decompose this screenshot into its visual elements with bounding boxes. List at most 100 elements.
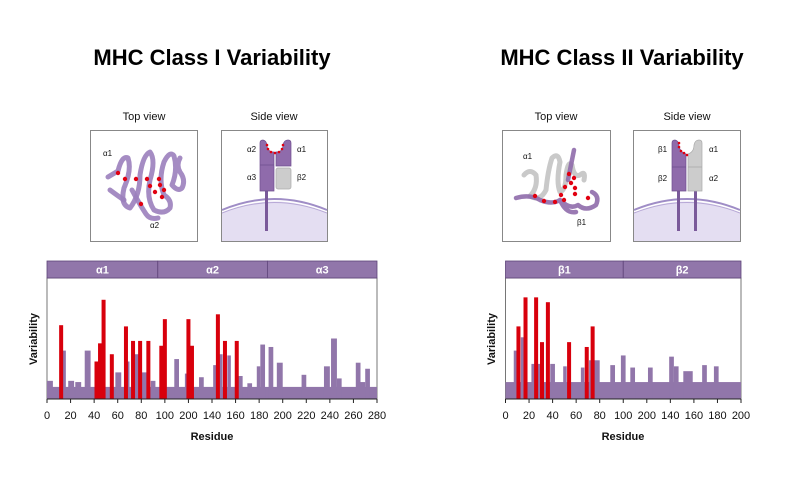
x-tick-label: 200 bbox=[274, 410, 292, 422]
domain-label: β2 bbox=[676, 265, 689, 277]
domain-band-segment bbox=[266, 260, 378, 279]
panel-title-class-ii: MHC Class II Variability bbox=[500, 45, 744, 70]
annotation-beta2: β2 bbox=[297, 173, 307, 182]
cell-membrane-icon bbox=[634, 201, 740, 241]
x-tick-label: 180 bbox=[708, 410, 726, 422]
variability-bar bbox=[47, 380, 53, 399]
variability-bar bbox=[227, 355, 231, 399]
variability-bar bbox=[84, 350, 91, 399]
variability-bar bbox=[276, 362, 283, 399]
annotation-alpha1: α1 bbox=[523, 152, 533, 161]
domain-label: α1 bbox=[96, 265, 109, 277]
domain-band-segment bbox=[622, 260, 742, 279]
x-tick-label: 160 bbox=[685, 410, 703, 422]
variability-bar bbox=[683, 371, 693, 399]
variability-bar bbox=[115, 372, 122, 399]
variability-bar bbox=[513, 350, 518, 399]
hypervariable-residue-bar bbox=[146, 340, 151, 399]
annotation-beta2: β2 bbox=[658, 174, 668, 183]
domain-label: β1 bbox=[558, 265, 571, 277]
annotation-alpha2: α2 bbox=[150, 221, 160, 230]
variability-bar bbox=[237, 376, 243, 399]
variability-bar bbox=[247, 383, 253, 399]
variability-bar bbox=[563, 366, 567, 399]
hypervariable-residue-bar bbox=[516, 326, 521, 399]
variability-bar bbox=[213, 365, 217, 399]
y-axis-label: Variability bbox=[28, 312, 40, 365]
x-tick-label: 0 bbox=[44, 410, 50, 422]
protein-ribbon-icon bbox=[521, 153, 587, 201]
variability-bar bbox=[580, 367, 585, 399]
hypervariable-residue-bar bbox=[123, 326, 128, 399]
variability-bar bbox=[713, 366, 719, 399]
class-ii-variability-chart: Variability Residue β1 β2 0 20 40 60 80 100 200 1… bbox=[486, 260, 750, 443]
variable-residue-dots bbox=[532, 171, 591, 205]
annotation-alpha1: α1 bbox=[103, 149, 113, 158]
x-tick-label: 160 bbox=[226, 410, 244, 422]
variability-bar bbox=[550, 363, 555, 399]
x-tick-label: 180 bbox=[250, 410, 268, 422]
class-ii-side-view: β1 α1 β2 α2 bbox=[633, 130, 741, 242]
top-view-label: Top view bbox=[123, 111, 166, 123]
hypervariable-residue-bar bbox=[189, 345, 194, 399]
variability-bar bbox=[199, 377, 204, 399]
x-axis-label: Residue bbox=[191, 431, 234, 443]
variability-bar bbox=[336, 378, 342, 399]
hypervariable-residue-bar bbox=[590, 326, 595, 399]
hypervariable-residue-bar bbox=[584, 346, 589, 399]
variability-bar bbox=[62, 350, 66, 399]
variability-bar bbox=[150, 380, 156, 399]
x-tick-label: 100 bbox=[614, 410, 632, 422]
variability-bar bbox=[68, 380, 75, 399]
x-tick-label: 220 bbox=[297, 410, 315, 422]
class-i-variability-chart: Variability Residue α1 α2 α3 0 20 40 60 80 100 20… bbox=[28, 260, 386, 443]
annotation-alpha2: α2 bbox=[709, 174, 719, 183]
variability-bar bbox=[134, 354, 142, 399]
top-view-label: Top view bbox=[535, 111, 578, 123]
variability-bar bbox=[355, 362, 361, 399]
x-tick-label: 260 bbox=[344, 410, 362, 422]
variability-bar bbox=[647, 367, 653, 399]
class-i-side-view: α2 α1 α3 β2 bbox=[221, 130, 328, 242]
x-tick-label: 200 bbox=[179, 410, 197, 422]
hypervariable-residue-bar bbox=[159, 345, 164, 399]
annotation-alpha3: α3 bbox=[247, 173, 257, 182]
variability-bar bbox=[702, 365, 707, 399]
x-tick-label: 200 bbox=[638, 410, 656, 422]
variability-bar bbox=[630, 367, 636, 399]
x-tick-label: 240 bbox=[321, 410, 339, 422]
hypervariable-residue-bar bbox=[131, 340, 136, 399]
x-tick-label: 60 bbox=[112, 410, 124, 422]
hypervariable-residue-bar bbox=[162, 319, 167, 399]
variability-bar bbox=[331, 338, 337, 399]
cell-membrane-icon bbox=[222, 201, 327, 241]
domain-label: α3 bbox=[316, 265, 329, 277]
variability-bar bbox=[268, 346, 274, 399]
hypervariable-residue-bar bbox=[545, 302, 550, 399]
x-tick-label: 0 bbox=[502, 410, 508, 422]
class-i-top-view: α1 α2 bbox=[90, 130, 198, 242]
variable-residue-dots bbox=[115, 170, 167, 207]
x-tick-label: 140 bbox=[203, 410, 221, 422]
x-axis-label: Residue bbox=[602, 431, 645, 443]
side-view-label: Side view bbox=[250, 111, 297, 123]
hypervariable-residue-bar bbox=[101, 299, 106, 399]
hypervariable-residue-bar bbox=[59, 325, 64, 399]
domain-label: α2 bbox=[206, 265, 219, 277]
x-tick-label: 40 bbox=[88, 410, 100, 422]
x-tick-label: 280 bbox=[368, 410, 386, 422]
hypervariable-residue-bar bbox=[215, 314, 220, 399]
variability-bar bbox=[520, 337, 525, 399]
hypervariable-residue-bar bbox=[98, 343, 103, 399]
x-tick-label: 20 bbox=[64, 410, 76, 422]
x-tick-label: 80 bbox=[594, 410, 606, 422]
hypervariable-residue-bar bbox=[186, 319, 191, 399]
variability-bar bbox=[256, 366, 261, 399]
variability-bar bbox=[174, 359, 179, 399]
variability-bar bbox=[219, 354, 223, 399]
hypervariable-residue-bar bbox=[540, 342, 545, 399]
panel-title-class-i: MHC Class I Variability bbox=[93, 45, 331, 70]
variability-bar bbox=[620, 355, 626, 399]
annotation-beta1: β1 bbox=[658, 145, 668, 154]
